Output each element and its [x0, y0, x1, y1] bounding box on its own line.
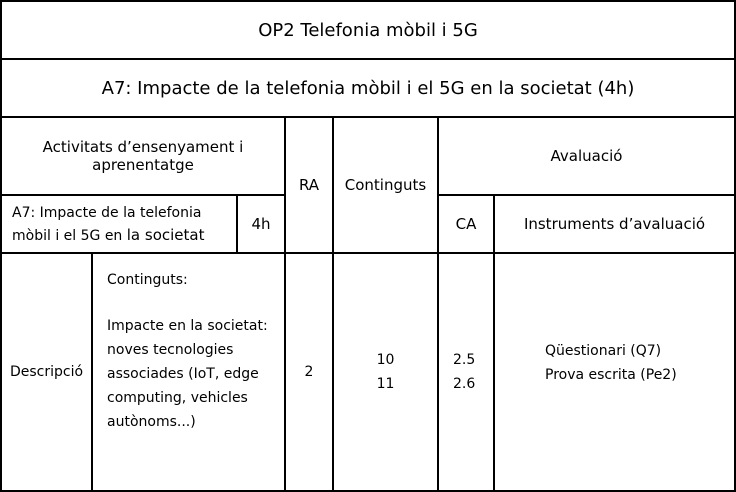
header-continguts-text: Continguts	[344, 176, 427, 194]
continguts-text: Impacte en la societat: noves tecnologie…	[107, 318, 268, 430]
continguts-value: 11	[376, 376, 395, 392]
continguts-values-cell: 10 11	[332, 252, 439, 492]
module-title: OP2 Telefonia mòbil i 5G	[0, 0, 736, 60]
ra-value-cell: 2	[284, 252, 334, 492]
header-activitats-text: Activitats d’ensenyament i aprenentatge	[42, 138, 244, 174]
header-ca-text: CA	[455, 215, 477, 233]
header-avaluacio-text: Avaluació	[550, 147, 623, 165]
continguts-value: 10	[376, 352, 395, 368]
activity-name-line2: mòbil i el 5G en la societat	[12, 224, 236, 247]
instrument-item: Prova escrita (Pe2)	[545, 367, 677, 383]
header-ca: CA	[437, 194, 495, 254]
activity-title: A7: Impacte de la telefonia mòbil i el 5…	[0, 58, 736, 118]
continguts-description-cell: Continguts: Impacte en la societat: nove…	[91, 252, 286, 492]
ca-value: 2.5	[453, 352, 476, 368]
descripcio-cell: Descripció	[0, 252, 93, 492]
activity-name-cell: A7: Impacte de la telefonia mòbil i el 5…	[0, 194, 238, 254]
header-ra: RA	[284, 116, 334, 254]
instrument-item: Qüestionari (Q7)	[545, 343, 662, 359]
header-activitats: Activitats d’ensenyament i aprenentatge	[0, 116, 286, 196]
module-title-text: OP2 Telefonia mòbil i 5G	[258, 19, 478, 41]
ra-value: 2	[304, 364, 314, 380]
activity-name-line2-prefix: mòbil i el 5G en	[12, 228, 127, 244]
header-continguts: Continguts	[332, 116, 439, 254]
header-instruments-text: Instruments d’avaluació	[523, 215, 706, 233]
ca-value: 2.6	[453, 376, 476, 392]
header-instruments: Instruments d’avaluació	[493, 194, 736, 254]
ca-values-cell: 2.5 2.6	[437, 252, 495, 492]
activity-hours-cell: 4h	[236, 194, 286, 254]
instruments-values-cell: Qüestionari (Q7) Prova escrita (Pe2)	[493, 252, 736, 492]
activity-title-text: A7: Impacte de la telefonia mòbil i el 5…	[101, 77, 635, 99]
activity-name-line1: A7: Impacte de la telefonia	[12, 205, 202, 221]
descripcio-label: Descripció	[9, 364, 84, 380]
activity-name-line2-suffix: la societat	[126, 226, 205, 244]
continguts-heading: Continguts:	[107, 272, 188, 288]
header-ra-text: RA	[298, 176, 320, 194]
activity-hours: 4h	[251, 215, 271, 233]
header-avaluacio: Avaluació	[437, 116, 736, 196]
